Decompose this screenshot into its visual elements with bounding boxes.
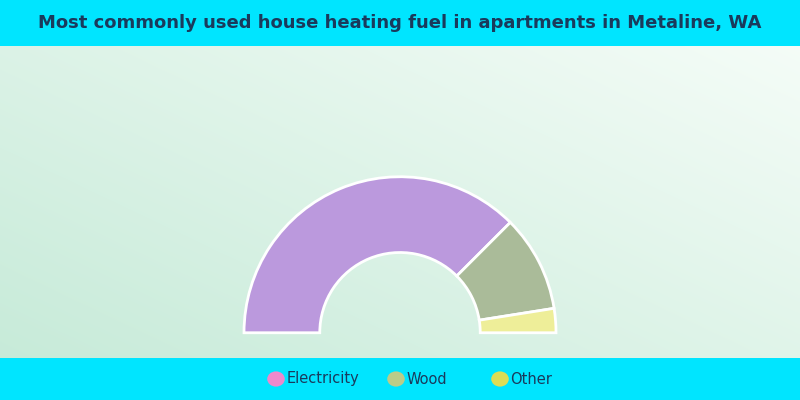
Ellipse shape bbox=[491, 371, 509, 386]
Text: City-Data.com: City-Data.com bbox=[634, 62, 718, 74]
Wedge shape bbox=[479, 308, 556, 333]
Ellipse shape bbox=[267, 371, 285, 386]
Text: Other: Other bbox=[510, 372, 552, 386]
Text: Wood: Wood bbox=[406, 372, 447, 386]
Bar bbox=[0, 358, 800, 400]
Bar bbox=[0, 0, 800, 46]
Text: Most commonly used house heating fuel in apartments in Metaline, WA: Most commonly used house heating fuel in… bbox=[38, 14, 762, 32]
Wedge shape bbox=[244, 177, 510, 333]
Text: Electricity: Electricity bbox=[286, 372, 359, 386]
Ellipse shape bbox=[387, 371, 405, 386]
Wedge shape bbox=[457, 222, 554, 320]
